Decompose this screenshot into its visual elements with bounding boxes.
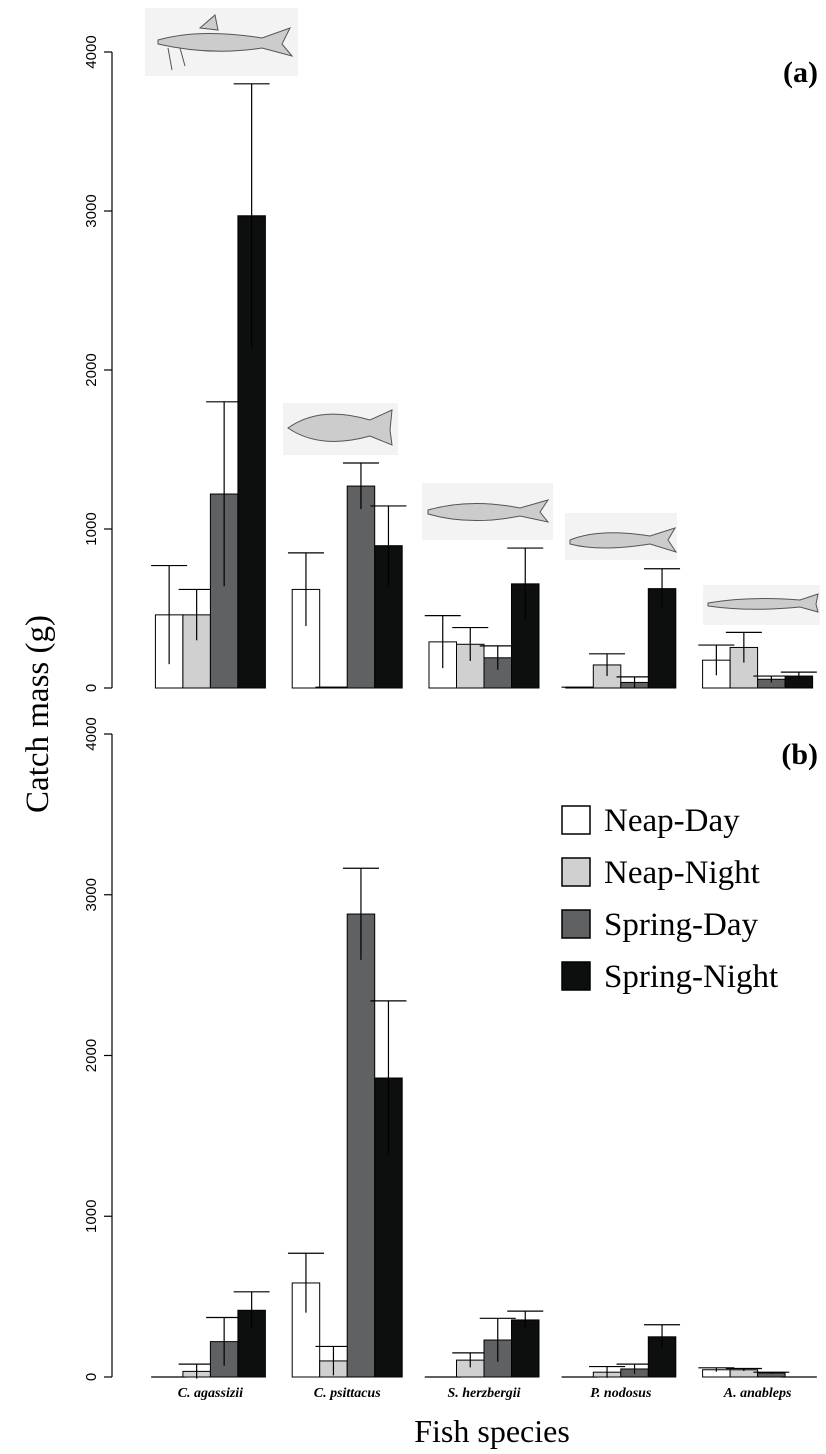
x-tick-label: C. agassizii [178, 1386, 243, 1401]
panel-label: (a) [783, 56, 818, 89]
bar [347, 914, 375, 1377]
chart: 0 1000 2000 3000 4000 (a) 0 1000 2000 3000 4000 (b)… [0, 0, 826, 1454]
legend-swatch [562, 806, 590, 834]
x-tick-label: A. anableps [723, 1386, 792, 1401]
y-tick-label: 4000 [83, 35, 100, 68]
y-tick-label: 1000 [83, 512, 100, 545]
legend-swatch [562, 858, 590, 886]
x-tick-label: C. psittacus [314, 1386, 381, 1401]
panel-label: (b) [781, 738, 818, 771]
y-tick-label: 3000 [83, 194, 100, 227]
y-tick-label: 4000 [83, 717, 100, 750]
y-tick-label: 0 [83, 684, 100, 692]
x-tick-label: P. nodosus [590, 1386, 652, 1401]
legend-swatch [562, 962, 590, 990]
legend-label: Neap-Day [604, 803, 740, 839]
y-axis-label: Catch mass (g) [20, 615, 56, 813]
bar [347, 486, 375, 688]
legend-label: Spring-Day [604, 907, 758, 943]
y-tick-label: 0 [83, 1373, 100, 1381]
y-tick-label: 2000 [83, 1039, 100, 1072]
x-axis-label: Fish species [414, 1413, 570, 1449]
y-tick-label: 1000 [83, 1200, 100, 1233]
x-tick-label: S. herzbergii [447, 1386, 520, 1401]
legend-swatch [562, 910, 590, 938]
y-tick-label: 2000 [83, 353, 100, 386]
y-tick-label: 3000 [83, 878, 100, 911]
legend-label: Neap-Night [604, 855, 760, 891]
legend-label: Spring-Night [604, 959, 778, 995]
